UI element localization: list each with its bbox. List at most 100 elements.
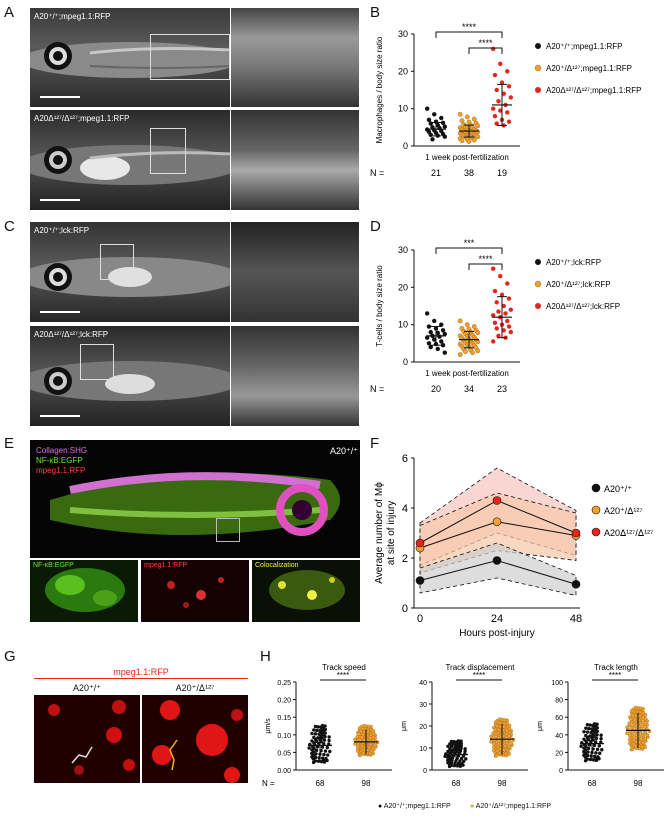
- significance-bracket: [435, 247, 503, 254]
- data-point: [625, 725, 630, 730]
- data-point: [456, 741, 460, 746]
- data-point: [643, 713, 648, 717]
- data-point: [494, 121, 499, 126]
- data-point: [322, 738, 327, 742]
- zoom-box: [80, 344, 114, 380]
- data-point: [459, 756, 464, 761]
- data-point: [463, 747, 467, 751]
- data-point: [597, 744, 602, 748]
- data-point: [310, 731, 314, 736]
- data-point: [493, 727, 498, 732]
- genotype-label: A20ᐃ¹²⁷/ᐃ¹²⁷;mpeg1.1:RFP: [34, 114, 130, 123]
- legend-marker: [534, 280, 542, 288]
- cells-drawing: [48, 700, 135, 775]
- data-point: [459, 744, 463, 748]
- yellow-cells: [269, 570, 345, 610]
- data-point: [634, 714, 639, 718]
- data-point: [319, 759, 324, 764]
- data-point: [322, 741, 326, 746]
- red-cells: [167, 577, 224, 608]
- data-point: [628, 741, 632, 746]
- data-point: [507, 752, 511, 756]
- y-tick-label: 20: [398, 66, 408, 76]
- data-point: [459, 741, 464, 746]
- data-point: [499, 80, 505, 85]
- data-point: [463, 749, 467, 753]
- data-point: [506, 296, 512, 301]
- data-point: [588, 723, 592, 727]
- data-point: [315, 728, 319, 733]
- legend-nfkb: NF-κB:EGFP: [36, 456, 83, 465]
- data-point: [498, 747, 502, 752]
- y-tick-label: 10: [419, 746, 427, 753]
- data-point: [489, 734, 494, 739]
- legend-marker: [591, 527, 601, 537]
- data-point: [497, 717, 502, 722]
- y-tick-label: 2: [402, 553, 408, 565]
- n-prefix: N =: [370, 168, 384, 178]
- data-point: [504, 741, 509, 745]
- data-point: [442, 350, 447, 355]
- y-tick-label: 4: [402, 503, 408, 515]
- data-point: [435, 346, 440, 352]
- data-point: [507, 727, 512, 732]
- data-point: [310, 755, 314, 759]
- data-point: [640, 744, 644, 749]
- y-axis-label: Average number of Mϕ: [374, 482, 385, 584]
- data-point: [491, 106, 496, 111]
- y-tick-label: 0: [403, 357, 408, 367]
- data-point: [464, 757, 468, 761]
- data-point: [508, 307, 513, 312]
- data-point: [491, 745, 496, 749]
- data-point: [446, 744, 450, 749]
- data-point: [492, 741, 496, 746]
- data-point: [637, 714, 642, 719]
- data-point: [508, 95, 513, 100]
- y-tick-label: 0: [559, 768, 563, 775]
- x-axis-label: 1 week post-fertilization: [425, 153, 509, 162]
- n-value: 98: [362, 779, 371, 788]
- data-point: [630, 725, 634, 730]
- data-point: [442, 134, 447, 139]
- data-point: [582, 753, 586, 757]
- y-tick-label: 0: [403, 141, 408, 151]
- data-point: [314, 748, 319, 753]
- y-tick-label: 20: [419, 724, 427, 731]
- title-rule: [34, 678, 248, 679]
- legend-marker: [534, 64, 542, 72]
- data-point: [442, 124, 447, 129]
- data-point: [432, 318, 437, 324]
- data-point: [492, 72, 498, 78]
- data-point: [579, 744, 583, 748]
- data-point: [592, 729, 596, 733]
- genotype-label: A20⁺/⁺;lck:RFP: [34, 226, 90, 235]
- confidence-band: [419, 542, 577, 596]
- data-point: [325, 758, 329, 763]
- data-point: [496, 309, 501, 314]
- sub-label: NF-κB:EGFP: [33, 562, 74, 569]
- data-point: [320, 723, 325, 728]
- data-point: [440, 120, 446, 126]
- data-point: [582, 746, 586, 750]
- significance-label: ****: [473, 671, 485, 680]
- panel-label-g: G: [4, 648, 16, 665]
- data-point: [504, 751, 508, 756]
- data-point: [457, 111, 463, 117]
- data-point: [496, 333, 501, 339]
- data-point: [459, 739, 463, 743]
- data-point: [503, 744, 508, 749]
- data-point: [428, 344, 433, 350]
- zoom-image-wt-lck: [231, 222, 359, 322]
- data-point: [310, 748, 314, 752]
- legend-label: A20⁺/ᐃ¹²⁷;mpeg1.1:RFP: [475, 803, 552, 810]
- y-tick-label: 0.00: [277, 768, 291, 775]
- data-point: [508, 329, 513, 335]
- significance-bracket: [435, 31, 503, 38]
- data-point: [373, 743, 378, 747]
- data-point: [456, 739, 461, 743]
- genotype-label: A20⁺/⁺: [330, 446, 359, 456]
- data-point: [461, 754, 466, 758]
- n-value: 34: [464, 384, 474, 394]
- data-point: [494, 753, 499, 758]
- confocal-drawing: [50, 472, 340, 536]
